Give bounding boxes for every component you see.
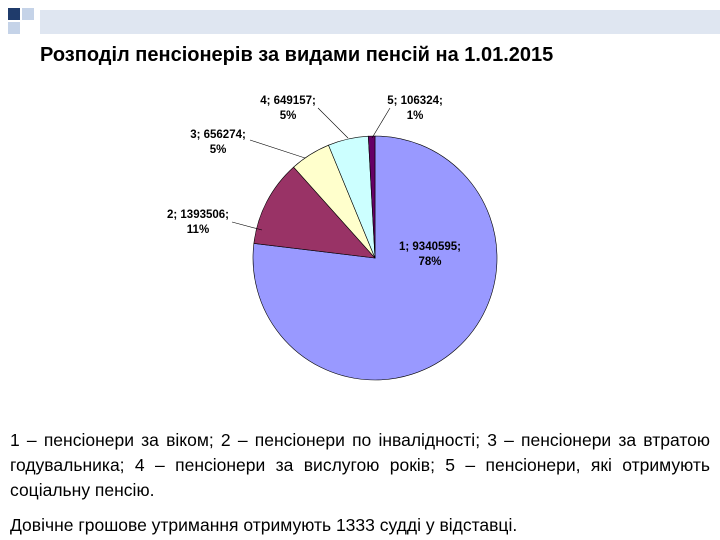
pie-slice-5: [367, 135, 376, 259]
page-title: Розподіл пенсіонерів за видами пенсій на…: [40, 44, 554, 66]
pie-slice-2: [253, 166, 376, 259]
leader-line-4: [317, 107, 349, 139]
leader-line-2: [231, 221, 263, 231]
deco-square-dark: [8, 8, 20, 20]
leader-line-5: [371, 107, 391, 139]
slice-label-3: 3; 656274; 5%: [190, 129, 246, 156]
leader-line-3: [249, 139, 306, 159]
slice-label-1: 1; 9340595; 78%: [399, 241, 461, 268]
slice-label-2: 2; 1393506; 11%: [167, 209, 229, 236]
header-decoration: [8, 8, 720, 34]
legend-description: 1 – пенсіонери за віком; 2 – пенсіонери …: [10, 430, 710, 500]
deco-stripe: [40, 10, 720, 34]
footnote: Довічне грошове утримання отримують 1333…: [10, 515, 518, 535]
slice-label-4: 4; 649157; 5%: [260, 95, 316, 122]
deco-square-light: [8, 22, 20, 34]
slice-label-5: 5; 106324; 1%: [387, 95, 443, 122]
pie-chart: 1; 9340595; 78% 2; 1393506; 11% 3; 656274; 5%…: [167, 95, 498, 381]
deco-square-light: [22, 8, 34, 20]
